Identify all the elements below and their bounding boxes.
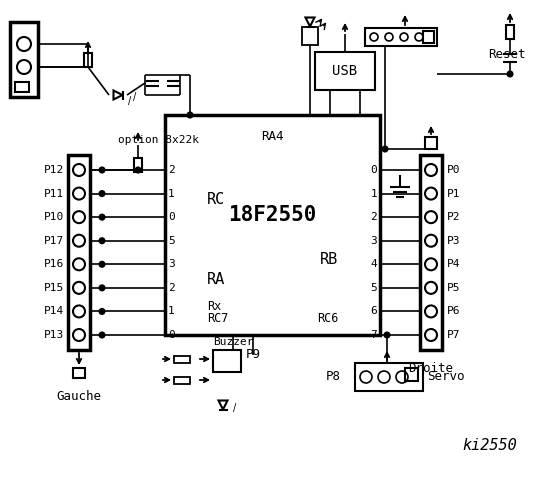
Text: 6: 6 (371, 306, 377, 316)
Text: P8: P8 (326, 370, 341, 383)
Text: P2: P2 (447, 212, 461, 222)
Text: RB: RB (320, 252, 338, 267)
Text: USB: USB (332, 64, 358, 78)
Text: RC: RC (207, 192, 225, 207)
Text: /: / (128, 96, 131, 106)
Text: P11: P11 (44, 189, 64, 199)
Text: P4: P4 (447, 259, 461, 269)
Text: P12: P12 (44, 165, 64, 175)
Bar (213, 350, 241, 372)
Text: RA4: RA4 (261, 131, 284, 144)
Text: Gauche: Gauche (56, 390, 102, 403)
Text: P3: P3 (447, 236, 461, 246)
Text: P1: P1 (447, 189, 461, 199)
Bar (423, 31, 434, 43)
Text: 2: 2 (168, 165, 175, 175)
Text: /: / (233, 403, 236, 413)
Text: P16: P16 (44, 259, 64, 269)
Text: 7: 7 (371, 330, 377, 340)
Text: Droite: Droite (409, 362, 453, 375)
Text: P0: P0 (447, 165, 461, 175)
Circle shape (100, 215, 105, 220)
Text: 1: 1 (168, 189, 175, 199)
Bar (302, 27, 318, 45)
Text: P15: P15 (44, 283, 64, 293)
Text: RA: RA (207, 273, 225, 288)
Bar (174, 356, 190, 362)
Text: P7: P7 (447, 330, 461, 340)
Text: RC6: RC6 (317, 312, 338, 325)
Text: 5: 5 (371, 283, 377, 293)
Circle shape (100, 168, 105, 172)
Bar (425, 137, 437, 149)
Text: 2: 2 (371, 212, 377, 222)
Text: P17: P17 (44, 236, 64, 246)
Text: /: / (133, 92, 136, 102)
Circle shape (135, 168, 140, 172)
Bar (174, 376, 190, 384)
Bar (68, 155, 90, 350)
Text: ki2550: ki2550 (463, 437, 518, 453)
Circle shape (100, 262, 105, 267)
Bar (10, 22, 38, 97)
Bar (506, 25, 514, 39)
Text: P9: P9 (246, 348, 260, 361)
Text: 3: 3 (371, 236, 377, 246)
Text: 4: 4 (371, 259, 377, 269)
Text: Rx: Rx (207, 300, 221, 313)
Circle shape (100, 285, 105, 290)
Bar (134, 158, 142, 172)
Text: 5: 5 (168, 236, 175, 246)
Text: 0: 0 (168, 330, 175, 340)
Circle shape (508, 72, 513, 76)
Circle shape (100, 238, 105, 243)
Text: 0: 0 (168, 212, 175, 222)
Text: 0: 0 (371, 165, 377, 175)
Bar (420, 155, 442, 350)
Bar (315, 52, 375, 90)
Text: 3: 3 (168, 259, 175, 269)
Text: Buzzer: Buzzer (213, 337, 253, 347)
Text: 1: 1 (371, 189, 377, 199)
Text: P10: P10 (44, 212, 64, 222)
Bar (15, 82, 29, 92)
Text: P14: P14 (44, 306, 64, 316)
Circle shape (100, 191, 105, 196)
Circle shape (187, 112, 192, 118)
Bar (365, 28, 437, 46)
Circle shape (384, 333, 389, 337)
Circle shape (383, 146, 388, 152)
Text: P5: P5 (447, 283, 461, 293)
Circle shape (100, 309, 105, 314)
Circle shape (100, 333, 105, 337)
Text: RC7: RC7 (207, 312, 228, 325)
Bar (405, 368, 418, 381)
Text: Reset: Reset (488, 48, 525, 60)
Text: 2: 2 (168, 283, 175, 293)
Text: 18F2550: 18F2550 (228, 205, 317, 225)
Text: Servo: Servo (427, 370, 465, 383)
Text: option 8x22k: option 8x22k (118, 135, 199, 145)
Text: P6: P6 (447, 306, 461, 316)
Bar (73, 368, 85, 378)
Text: 1: 1 (168, 306, 175, 316)
Text: P13: P13 (44, 330, 64, 340)
Bar (165, 115, 380, 335)
Bar (84, 53, 92, 67)
Bar (355, 363, 423, 391)
